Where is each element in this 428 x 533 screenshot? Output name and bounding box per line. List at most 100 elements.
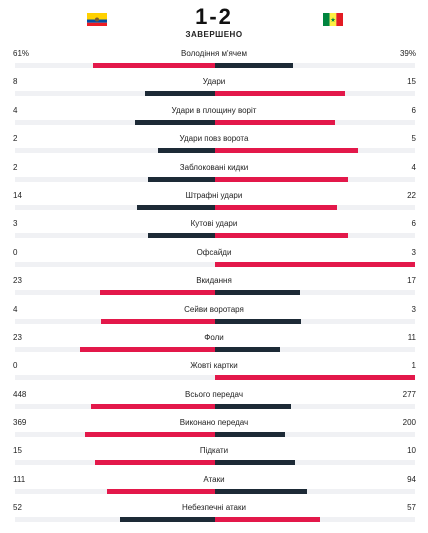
stat-bar-track [15,119,415,125]
home-value: 2 [13,162,18,172]
stat-label: Офсайди [196,247,232,257]
stat-label: Заблоковані кидки [179,162,249,172]
stat-row: 23 Вкидання 17 [0,271,428,299]
home-value: 23 [13,332,22,342]
stat-row: 4 Сейви воротаря 3 [0,300,428,328]
home-value: 23 [13,276,22,286]
away-value: 15 [407,77,416,87]
stat-bar-track [15,403,415,409]
stat-label: Жовті картки [190,361,238,371]
stat-row: 4 Удари в площину воріт 6 [0,101,428,129]
match-score: 1-2 [195,4,233,29]
stat-row: 369 Виконано передач 200 [0,413,428,441]
away-bar [215,290,300,296]
stat-row: 23 Фоли 11 [0,328,428,356]
stat-bar-track [15,261,415,267]
stat-row: 52 Небезпечні атаки 57 [0,498,428,526]
stat-bar-track [15,375,415,381]
home-value: 14 [13,190,22,200]
away-bar [215,204,338,210]
away-bar [215,148,358,154]
stat-bar-track [15,148,415,154]
away-bar [215,176,349,182]
home-value: 2 [13,134,18,144]
away-bar [215,403,292,409]
stat-bar-track [15,346,415,352]
stat-bar-track [15,488,415,494]
match-status: ЗАВЕРШЕНО [185,30,243,39]
stat-bar-track [15,176,415,182]
stat-row: 61% Володіння м'ячем 39% [0,44,428,72]
home-value: 0 [13,247,18,257]
stat-bar-track [15,204,415,210]
ecuador-flag-icon [87,13,107,26]
stat-row: 14 Штрафні удари 22 [0,186,428,214]
home-bar [148,233,215,239]
stat-label: Підкати [199,446,229,456]
senegal-flag-icon [323,13,343,26]
away-bar [215,517,320,523]
match-header: 1-2 ЗАВЕРШЕНО [0,0,428,44]
away-bar [215,261,415,267]
stat-label: Удари в площину воріт [171,105,257,115]
away-value: 22 [407,190,416,200]
stat-row: 111 Атаки 94 [0,470,428,498]
away-value: 39% [399,49,416,58]
home-bar [91,403,215,409]
stat-bar-track [15,63,415,68]
away-value: 10 [407,446,416,456]
away-value: 17 [407,276,416,286]
away-bar [215,318,301,324]
home-bar [100,318,215,324]
home-value: 8 [13,77,18,87]
stat-label: Удари [202,77,226,87]
away-value: 57 [407,503,416,513]
home-value: 3 [13,219,18,229]
home-bar [119,517,215,523]
away-value: 11 [407,332,416,342]
stat-bar-track [15,233,415,239]
stat-label: Кутові удари [190,219,238,229]
home-value: 4 [13,304,18,314]
home-bar [148,176,215,182]
home-bar [137,204,215,210]
away-bar [215,91,346,97]
away-value: 94 [407,474,416,484]
away-value: 3 [411,247,416,257]
home-bar [85,432,215,438]
stat-row: 2 Заблоковані кидки 4 [0,158,428,186]
home-value: 111 [13,474,26,484]
home-bar [79,346,215,352]
away-value: 277 [402,389,416,399]
stat-bar-track [15,517,415,523]
stat-label: Атаки [203,474,225,484]
stat-row: 448 Всього передач 277 [0,385,428,413]
stat-label: Сейви воротаря [184,304,244,314]
home-value: 52 [13,503,22,513]
home-value: 4 [13,105,18,115]
away-bar [215,233,349,239]
stat-row: 0 Офсайди 3 [0,243,428,271]
stat-label: Виконано передач [179,418,249,428]
stat-label: Вкидання [196,276,232,286]
stat-row: 0 Жовті картки 1 [0,356,428,384]
stat-bar-track [15,91,415,97]
away-bar [215,432,286,438]
home-bar [100,290,215,296]
away-value: 200 [402,418,416,428]
away-value: 5 [411,134,416,144]
stat-row: 2 Удари повз ворота 5 [0,129,428,157]
stat-row: 3 Кутові удари 6 [0,214,428,242]
stat-label: Удари повз ворота [179,134,249,144]
stat-row: 15 Підкати 10 [0,441,428,469]
home-value: 369 [13,418,27,428]
away-value: 3 [411,304,416,314]
stat-row: 8 Удари 15 [0,72,428,100]
stat-bar-track [15,460,415,466]
home-value: 61% [13,49,30,58]
stat-label: Небезпечні атаки [182,503,246,513]
away-bar [215,119,335,125]
stat-label: Володіння м'ячем [181,49,247,58]
stats-list: 61% Володіння м'ячем 39% 8 Удари 15 4 Удари в п… [0,44,428,527]
stat-bar-track [15,432,415,438]
